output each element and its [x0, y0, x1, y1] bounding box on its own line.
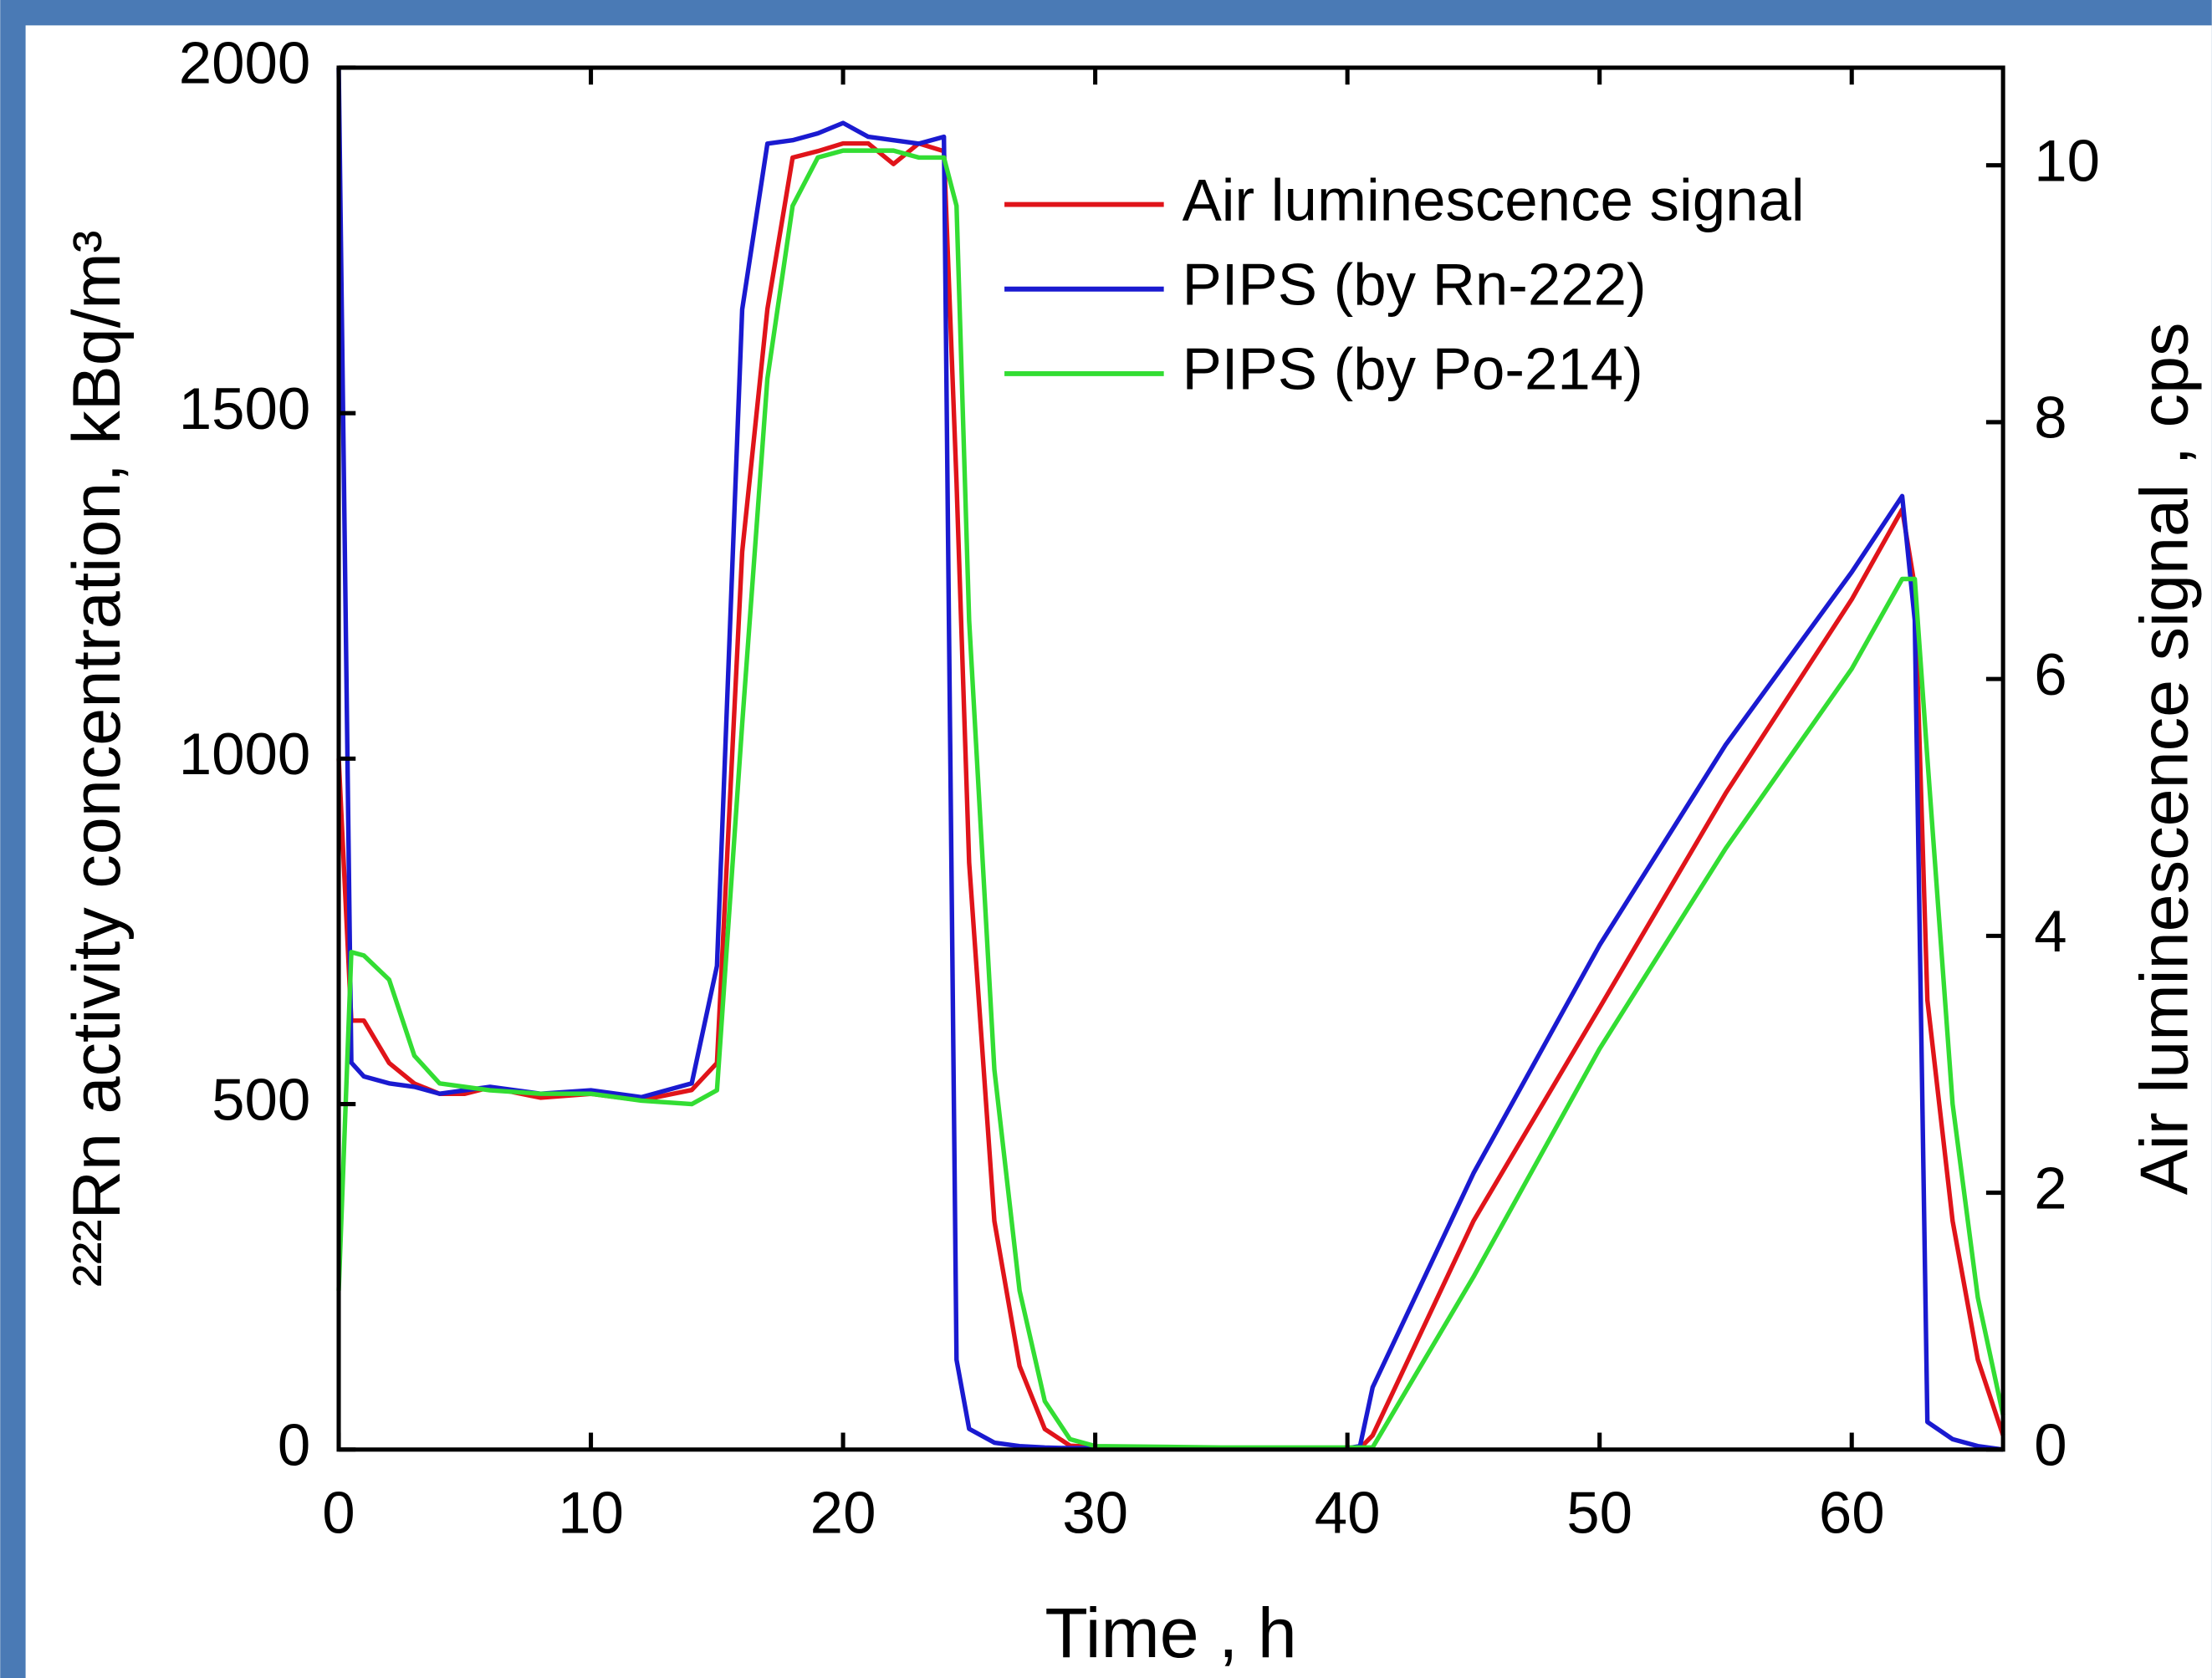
y2-tick-label: 6 [2034, 642, 2066, 708]
x-tick-label: 20 [810, 1480, 876, 1546]
y-axis-title: ²²²Rn activity concentration, kBq/m³ [59, 230, 135, 1287]
legend-label: PIPS (by Rn-222) [1183, 252, 1647, 318]
y-tick-label: 1500 [179, 376, 311, 442]
y2-tick-label: 10 [2034, 128, 2100, 194]
legend-label: PIPS (by Po-214) [1183, 337, 1643, 403]
y-tick-label: 0 [278, 1412, 310, 1478]
x-axis-title: Time , h [1045, 1594, 1296, 1672]
x-tick-label: 40 [1315, 1480, 1381, 1546]
x-tick-label: 60 [1819, 1480, 1885, 1546]
y-tick-label: 500 [212, 1067, 310, 1133]
x-tick-label: 50 [1566, 1480, 1632, 1546]
x-tick-label: 30 [1062, 1480, 1128, 1546]
y-tick-label: 1000 [179, 722, 311, 788]
y2-tick-label: 2 [2034, 1155, 2066, 1222]
chart-background [25, 25, 2212, 1678]
y2-tick-label: 4 [2034, 899, 2066, 965]
data-line [336, 67, 2004, 1452]
y-tick-label: 2000 [179, 31, 311, 97]
x-tick-label: 0 [322, 1480, 355, 1546]
data-line [336, 148, 2005, 1450]
y2-tick-label: 8 [2034, 385, 2066, 451]
legend-label: Air luminescence signal [1183, 167, 1805, 233]
y2-tick-label: 0 [2034, 1412, 2066, 1478]
x-tick-label: 10 [558, 1480, 624, 1546]
y2-axis-title: Air luminescence signal , cps [2128, 323, 2203, 1196]
